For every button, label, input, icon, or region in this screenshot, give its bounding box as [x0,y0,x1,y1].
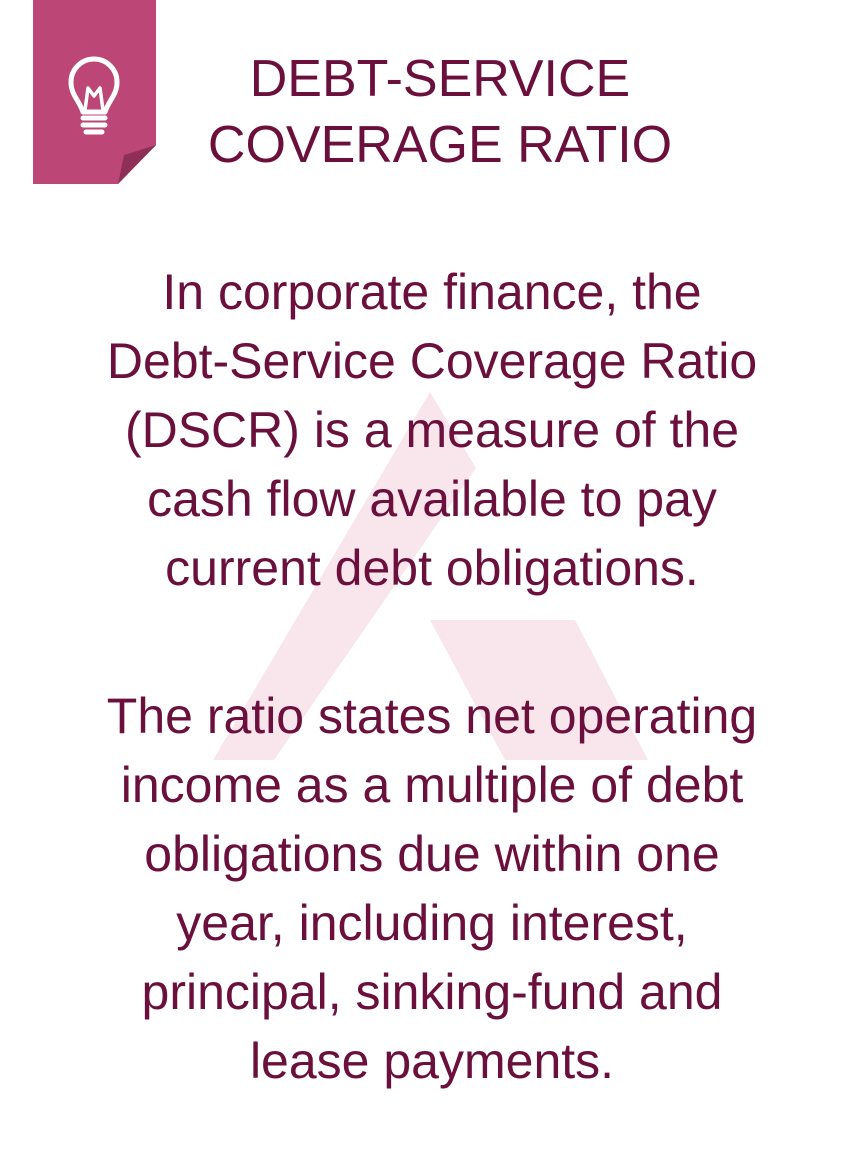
watermark-left-stroke [213,392,476,760]
page-title: DEBT-SERVICE COVERAGE RATIO [207,50,673,174]
badge-tab [33,0,156,184]
lightbulb-badge [33,0,156,184]
watermark-right-stroke [430,620,648,760]
definition-paragraph: In corporate finance, the Debt-Service C… [106,264,758,596]
explanation-paragraph: The ratio states net operating income as… [106,688,758,1089]
lightbulb-icon [68,56,120,135]
badge-fold [118,145,156,184]
